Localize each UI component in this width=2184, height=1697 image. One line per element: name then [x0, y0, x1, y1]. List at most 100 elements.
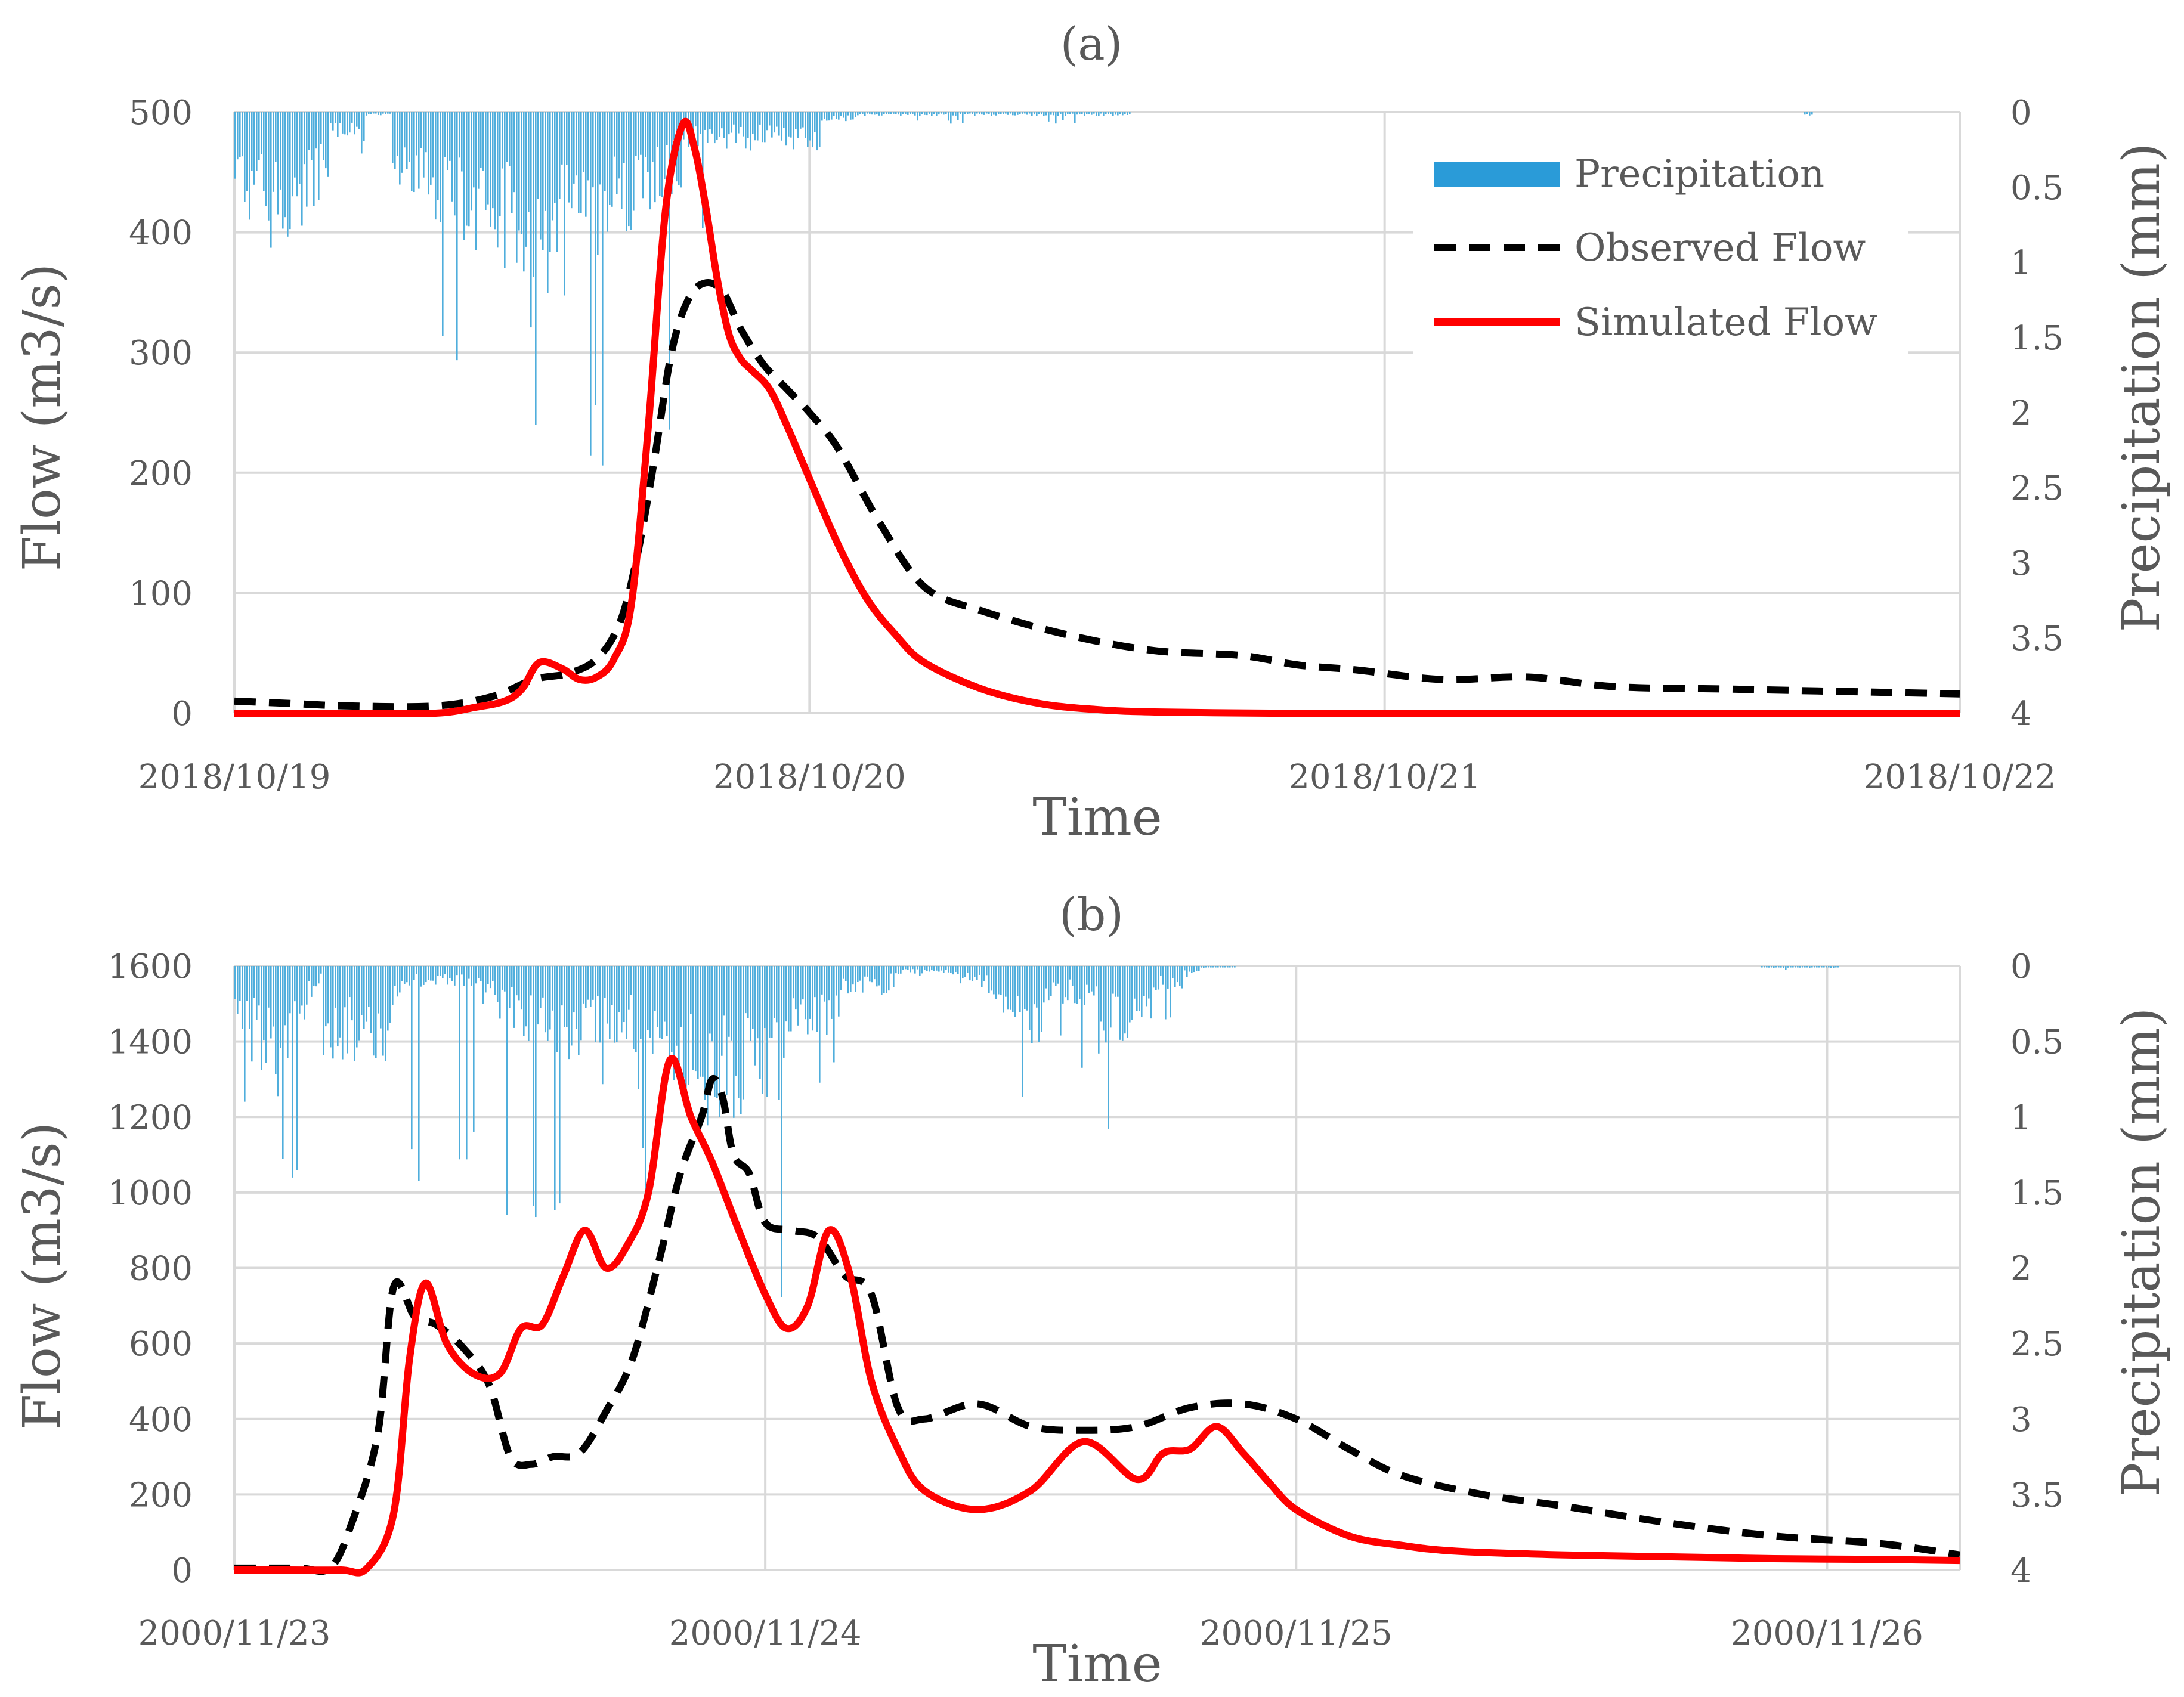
precipitation-bar — [778, 966, 780, 1100]
precipitation-bar — [1012, 112, 1014, 116]
precipitation-bar — [244, 966, 246, 1102]
precipitation-bar — [1172, 966, 1174, 978]
precipitation-bar — [657, 112, 658, 147]
precipitation-bar — [805, 112, 806, 138]
precipitation-bar — [764, 966, 766, 1029]
precipitation-bar — [1022, 112, 1023, 114]
precipitation-bar — [320, 112, 322, 144]
precipitation-bar — [332, 112, 334, 131]
precipitation-bar — [800, 966, 802, 1005]
precipitation-bar — [762, 112, 763, 143]
precipitation-bar — [566, 966, 568, 1027]
precipitation-bar — [609, 966, 611, 1039]
precipitation-bar — [304, 112, 305, 165]
precipitation-bar — [757, 966, 759, 1039]
precipitation-bar — [1215, 966, 1217, 968]
precipitation-bar — [1050, 966, 1052, 996]
precipitation-bar — [253, 966, 255, 998]
precipitation-bar — [440, 966, 441, 976]
precipitation-bar — [423, 112, 425, 178]
precipitation-bar — [659, 112, 661, 196]
precipitation-bar — [836, 112, 837, 119]
precipitation-bar — [618, 966, 620, 1012]
precipitation-bar — [1036, 112, 1038, 116]
precipitation-bar — [962, 112, 964, 123]
y-tick-label: 200 — [129, 1476, 193, 1515]
precipitation-bar — [640, 112, 642, 155]
precipitation-bar — [1115, 966, 1116, 997]
precipitation-bar — [843, 112, 844, 118]
simulated-flow-line — [234, 117, 1960, 717]
y-tick-label: 1000 — [107, 1174, 193, 1213]
precipitation-bar — [473, 112, 475, 188]
precipitation-bar — [955, 966, 957, 973]
precipitation-bar — [802, 112, 804, 128]
precipitation-bar — [1074, 112, 1076, 123]
precipitation-bar — [1809, 112, 1811, 116]
precipitation-bar — [1139, 966, 1140, 1011]
precipitation-bar — [342, 112, 344, 134]
precipitation-bar — [261, 966, 262, 1070]
precipitation-bar — [1115, 112, 1116, 115]
precipitation-bar — [552, 112, 553, 221]
precipitation-bar — [1041, 966, 1042, 1032]
precipitation-bar — [1802, 966, 1803, 968]
precipitation-bar — [564, 112, 565, 296]
precipitation-bar — [1124, 966, 1126, 1034]
precipitation-bar — [669, 966, 670, 1070]
precipitation-bar — [645, 966, 646, 1190]
precipitation-bar — [709, 112, 711, 130]
y-tick-label: 500 — [129, 94, 193, 132]
precipitation-bar — [280, 112, 281, 190]
precipitation-bar — [895, 966, 897, 974]
precipitation-bar — [325, 112, 327, 169]
x-tick-label: 2000/11/24 — [669, 1614, 862, 1653]
precipitation-bar — [943, 112, 945, 115]
precipitation-bar — [525, 112, 527, 247]
precipitation-bar — [1833, 966, 1835, 968]
precipitation-bar — [793, 966, 794, 999]
precipitation-bar — [480, 966, 482, 981]
precipitation-bar — [382, 112, 384, 114]
precipitation-bar — [924, 112, 926, 115]
precipitation-bar — [604, 966, 606, 998]
precipitation-bar — [580, 112, 582, 213]
precipitation-bar — [871, 112, 873, 115]
panel-b-precipitation-bars — [234, 966, 1839, 1297]
precipitation-bar — [1174, 966, 1176, 987]
precipitation-bar — [468, 966, 470, 979]
precipitation-bar — [394, 112, 396, 169]
precipitation-bar — [1227, 966, 1229, 968]
precipitation-bar — [716, 966, 718, 1098]
precipitation-bar — [373, 112, 375, 114]
precipitation-bar — [869, 112, 871, 114]
precipitation-bar — [649, 112, 651, 210]
precipitation-bar — [1029, 966, 1031, 1030]
precipitation-bar — [456, 966, 458, 976]
precipitation-bar — [797, 966, 799, 1026]
panel-b-x-axis-label: Time — [1032, 1634, 1162, 1694]
precipitation-bar — [237, 966, 239, 1014]
precipitation-bar — [1136, 966, 1138, 1011]
precipitation-bar — [530, 112, 532, 328]
precipitation-bar — [1017, 966, 1019, 996]
precipitation-bar — [256, 112, 258, 171]
precipitation-bar — [363, 112, 365, 141]
precipitation-bar — [380, 966, 382, 1029]
precipitation-bar — [941, 112, 942, 114]
precipitation-bar — [1024, 112, 1026, 114]
precipitation-bar — [1764, 966, 1765, 968]
precipitation-bar — [821, 112, 823, 121]
precipitation-bar — [344, 112, 346, 135]
precipitation-bar — [771, 112, 773, 138]
panel-b-y2-axis-label: Precipitation (mm) — [2112, 1008, 2171, 1497]
precipitation-bar — [237, 112, 239, 160]
precipitation-bar — [473, 966, 475, 1132]
precipitation-bar — [704, 112, 706, 130]
precipitation-bar — [649, 966, 651, 1038]
precipitation-bar — [442, 112, 444, 336]
precipitation-bar — [831, 112, 833, 120]
precipitation-bar — [847, 966, 849, 994]
precipitation-bar — [1170, 966, 1171, 1018]
precipitation-bar — [347, 112, 348, 136]
